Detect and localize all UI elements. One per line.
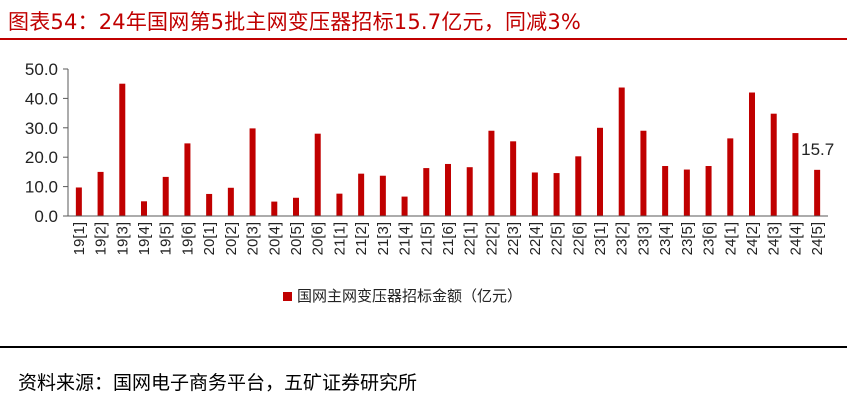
x-tick-label: 21[1] (331, 222, 348, 255)
bar (75, 187, 82, 216)
x-tick-label: 20[5] (288, 222, 305, 255)
bar (336, 193, 343, 216)
bar (683, 169, 690, 216)
x-tick-label: 19[5] (158, 222, 175, 255)
y-tick-label: 20.0 (25, 148, 58, 167)
y-tick-label: 10.0 (25, 178, 58, 197)
x-tick-label: 22[5] (549, 222, 566, 255)
y-tick-label: 40.0 (25, 89, 58, 108)
legend: 国网主网变压器招标金额（亿元） (283, 287, 522, 305)
x-tick-label: 23[5] (679, 222, 696, 255)
x-tick-label: 21[6] (440, 222, 457, 255)
x-tick-label: 22[3] (505, 222, 522, 255)
bar (293, 197, 299, 216)
x-tick-label: 23[1] (592, 222, 609, 255)
annotation-layer: 15.7 (801, 140, 834, 159)
data-label-last-bar: 15.7 (801, 140, 834, 159)
bar (553, 173, 560, 216)
x-tick-label: 24[5] (809, 222, 826, 255)
x-tick-label: 19[3] (114, 222, 131, 255)
x-tick-label: 20[3] (245, 222, 262, 255)
bar (727, 138, 734, 216)
x-tick-label: 24[4] (787, 222, 804, 255)
x-tick-label: 22[4] (527, 222, 544, 255)
bar (379, 175, 386, 216)
x-tick-label: 24[2] (744, 222, 761, 255)
bar (401, 196, 408, 216)
x-tick-label: 19[2] (93, 222, 110, 255)
bar (249, 128, 256, 216)
bar (423, 168, 430, 216)
title-divider (0, 38, 847, 40)
x-tick-label: 21[2] (353, 222, 370, 255)
bar (770, 113, 777, 216)
bar (358, 173, 365, 216)
x-tick-label: 23[6] (701, 222, 718, 255)
bar (488, 130, 495, 216)
chart-title: 图表54：24年国网第5批主网变压器招标15.7亿元，同减3% (8, 10, 582, 34)
bar (271, 201, 278, 216)
x-tick-label: 21[4] (397, 222, 414, 255)
x-tick-label: 24[1] (722, 222, 739, 255)
bar (206, 193, 213, 216)
bar (597, 127, 603, 216)
bar-chart: 0.010.020.030.040.050.0 19[1] 19[2] 19[3] 1… (25, 60, 834, 305)
footer-divider (0, 346, 847, 348)
bar (749, 92, 755, 216)
bar (662, 166, 669, 216)
x-tick-label: 20[1] (201, 222, 218, 255)
legend-swatch (283, 292, 292, 301)
y-tick-label: 50.0 (25, 60, 58, 79)
bar (531, 172, 538, 216)
bar (184, 143, 191, 216)
y-axis: 0.0 10.0 20.0 30.0 40.0 50.0 (25, 60, 69, 226)
bar (575, 156, 582, 216)
bar (705, 166, 712, 216)
bar (618, 87, 625, 216)
bar (640, 130, 647, 216)
x-tick-label: 19[4] (136, 222, 153, 255)
bar (119, 83, 126, 216)
x-tick-label: 21[5] (418, 222, 435, 255)
x-tick-label: 22[2] (483, 222, 500, 255)
x-tick-label: 22[6] (570, 222, 587, 255)
bar (466, 167, 473, 216)
x-tick-label: 20[4] (266, 222, 283, 255)
bar (814, 169, 821, 216)
x-tick-label: 24[3] (766, 222, 783, 255)
bar (445, 163, 451, 216)
bar (314, 133, 321, 216)
x-tick-label: 20[2] (223, 222, 240, 255)
source-note: 资料来源：国网电子商务平台，五矿证券研究所 (18, 372, 418, 394)
bar-series (75, 83, 821, 216)
x-tick-label: 23[2] (614, 222, 631, 255)
bar (162, 176, 169, 216)
x-tick-label: 19[6] (179, 222, 196, 255)
x-tick-label: 19[1] (71, 222, 88, 255)
bar (97, 171, 104, 216)
bar (792, 133, 799, 216)
bar (510, 141, 517, 216)
y-tick-label: 0.0 (34, 207, 58, 226)
x-axis: 19[1] 19[2] 19[3] 19[4] 19[5] 19[6] 20[1] 20[2]… (68, 215, 828, 255)
legend-label: 国网主网变压器招标金额（亿元） (297, 287, 522, 305)
x-tick-label: 23[4] (657, 222, 674, 255)
x-tick-label: 20[6] (310, 222, 327, 255)
x-tick-label: 21[3] (375, 222, 392, 255)
bar (227, 187, 234, 216)
x-tick-label: 23[3] (635, 222, 652, 255)
x-tick-label: 22[1] (462, 222, 479, 255)
y-tick-label: 30.0 (25, 119, 58, 138)
bar (141, 201, 147, 216)
